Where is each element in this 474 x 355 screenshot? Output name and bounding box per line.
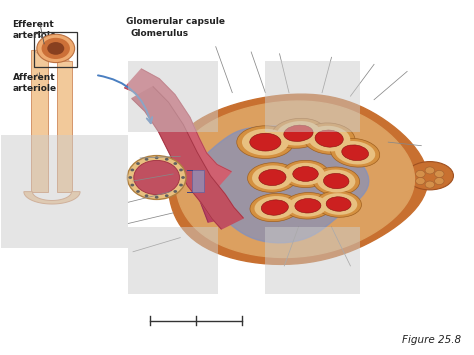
Text: Glomerular capsule: Glomerular capsule <box>126 17 225 26</box>
Ellipse shape <box>250 133 281 151</box>
Circle shape <box>145 194 148 197</box>
Ellipse shape <box>255 196 295 219</box>
Bar <box>128 61 218 132</box>
Ellipse shape <box>342 145 369 160</box>
Ellipse shape <box>303 123 355 154</box>
Ellipse shape <box>237 126 294 158</box>
Polygon shape <box>175 101 414 257</box>
Ellipse shape <box>288 195 328 217</box>
Ellipse shape <box>261 200 288 215</box>
Circle shape <box>173 162 177 165</box>
Ellipse shape <box>259 169 286 186</box>
Ellipse shape <box>282 160 329 187</box>
Ellipse shape <box>276 121 320 146</box>
Bar <box>0 135 128 248</box>
Ellipse shape <box>250 193 300 222</box>
Circle shape <box>128 176 132 179</box>
Ellipse shape <box>286 163 325 185</box>
Ellipse shape <box>317 170 356 192</box>
Ellipse shape <box>320 193 357 215</box>
Polygon shape <box>168 94 428 264</box>
Circle shape <box>416 178 425 185</box>
Ellipse shape <box>313 167 360 195</box>
Ellipse shape <box>315 130 343 147</box>
Circle shape <box>130 169 134 171</box>
Circle shape <box>136 162 140 165</box>
Ellipse shape <box>316 191 362 217</box>
Polygon shape <box>191 126 369 243</box>
Ellipse shape <box>272 118 325 148</box>
Circle shape <box>136 190 140 193</box>
Ellipse shape <box>295 198 321 213</box>
Ellipse shape <box>252 165 293 190</box>
Text: Glomerulus: Glomerulus <box>131 29 189 38</box>
Ellipse shape <box>335 141 375 164</box>
Circle shape <box>155 156 158 159</box>
Circle shape <box>155 196 158 199</box>
Bar <box>128 227 218 294</box>
Polygon shape <box>125 69 231 190</box>
Ellipse shape <box>326 197 351 211</box>
Circle shape <box>425 181 435 188</box>
Text: Afferent
arteriole: Afferent arteriole <box>12 73 56 93</box>
Circle shape <box>435 170 444 178</box>
Ellipse shape <box>324 173 349 189</box>
FancyArrowPatch shape <box>98 75 152 123</box>
Circle shape <box>134 160 180 195</box>
Circle shape <box>165 194 169 197</box>
Circle shape <box>181 176 185 179</box>
Bar <box>265 61 360 132</box>
Circle shape <box>37 34 75 62</box>
Circle shape <box>42 38 70 59</box>
Ellipse shape <box>330 138 380 167</box>
Circle shape <box>179 169 183 171</box>
Circle shape <box>179 184 183 186</box>
Circle shape <box>165 158 169 161</box>
Circle shape <box>130 184 134 186</box>
Ellipse shape <box>284 192 332 219</box>
Circle shape <box>128 155 186 200</box>
Ellipse shape <box>247 163 297 192</box>
Text: Efferent
arteriole: Efferent arteriole <box>12 20 56 39</box>
Circle shape <box>145 158 148 161</box>
Bar <box>35 32 77 67</box>
Polygon shape <box>24 192 80 204</box>
Polygon shape <box>57 61 72 192</box>
Circle shape <box>416 170 425 178</box>
Polygon shape <box>34 50 49 57</box>
Circle shape <box>425 167 435 174</box>
Bar <box>192 170 204 192</box>
Polygon shape <box>143 96 228 222</box>
Polygon shape <box>31 50 48 192</box>
Polygon shape <box>60 55 69 61</box>
Ellipse shape <box>406 162 454 190</box>
Circle shape <box>47 42 64 55</box>
Ellipse shape <box>293 166 318 181</box>
Circle shape <box>173 190 177 193</box>
Text: Figure 25.8: Figure 25.8 <box>402 335 462 345</box>
Ellipse shape <box>308 126 350 152</box>
Polygon shape <box>132 87 243 229</box>
Circle shape <box>435 178 444 185</box>
Ellipse shape <box>242 129 289 155</box>
Ellipse shape <box>284 125 313 141</box>
Bar <box>265 227 360 294</box>
